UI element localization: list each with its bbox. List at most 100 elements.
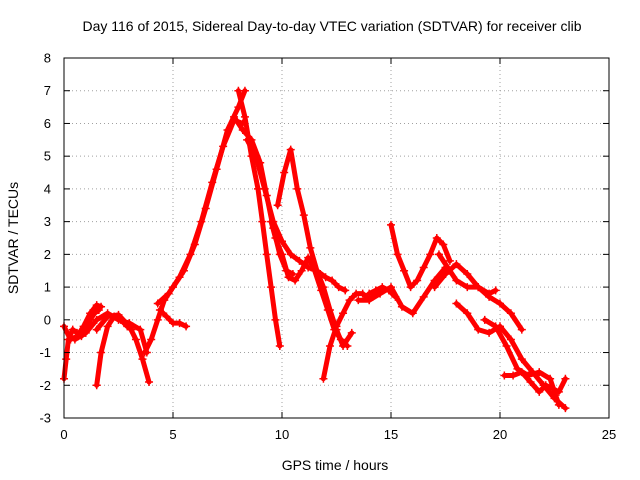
data-point xyxy=(312,266,321,275)
data-point xyxy=(262,250,271,259)
data-point xyxy=(197,217,206,226)
y-tick-label: 4 xyxy=(44,181,51,196)
data-point xyxy=(92,301,101,310)
data-point xyxy=(182,322,191,331)
data-point xyxy=(186,250,195,259)
data-point xyxy=(345,296,354,305)
data-point xyxy=(463,283,472,292)
data-point xyxy=(103,322,112,331)
data-point xyxy=(546,374,555,383)
data-point xyxy=(561,404,570,413)
data-point xyxy=(517,368,526,377)
data-point xyxy=(391,292,400,301)
x-tick-label: 15 xyxy=(384,427,398,442)
data-point xyxy=(271,234,280,242)
data-point xyxy=(325,306,334,314)
data-point xyxy=(517,355,526,364)
data-point xyxy=(500,371,509,380)
data-point xyxy=(251,152,260,161)
data-point xyxy=(68,325,77,334)
data-point xyxy=(554,387,563,396)
data-point xyxy=(413,276,422,285)
y-tick-label: 2 xyxy=(44,247,51,262)
data-point xyxy=(267,283,276,292)
data-point xyxy=(79,322,88,331)
data-point xyxy=(378,283,387,292)
data-point xyxy=(397,302,406,311)
y-tick-label: 8 xyxy=(44,51,51,66)
data-point xyxy=(393,250,402,259)
data-point xyxy=(443,263,452,272)
data-point xyxy=(145,378,154,386)
y-tick-label: 5 xyxy=(44,149,51,164)
x-tick-label: 25 xyxy=(602,427,616,442)
data-point xyxy=(278,250,286,259)
data-point xyxy=(506,335,515,344)
data-point xyxy=(441,270,450,278)
data-point xyxy=(517,325,526,334)
data-point xyxy=(155,306,164,314)
data-point xyxy=(243,135,252,144)
data-point xyxy=(293,184,302,193)
data-point xyxy=(271,315,280,324)
y-tick-label: -2 xyxy=(39,378,51,393)
y-tick-label: 0 xyxy=(44,312,51,327)
data-point xyxy=(365,289,374,298)
plot-frame xyxy=(63,57,610,419)
data-point xyxy=(452,299,461,308)
data-point xyxy=(234,86,243,95)
data-point xyxy=(334,283,343,292)
data-point xyxy=(554,400,563,409)
data-series xyxy=(60,86,570,413)
data-point xyxy=(347,328,356,337)
data-point xyxy=(97,302,106,311)
data-point xyxy=(286,250,295,259)
data-point xyxy=(452,260,461,269)
data-point xyxy=(238,126,247,134)
data-point xyxy=(463,270,472,278)
data-point xyxy=(92,325,101,334)
series-arc-17 xyxy=(388,222,453,290)
data-point xyxy=(332,322,341,331)
data-point xyxy=(474,325,483,334)
data-point xyxy=(400,266,409,275)
data-point xyxy=(240,112,249,121)
data-point xyxy=(273,201,282,210)
data-point xyxy=(153,315,162,324)
data-point xyxy=(125,322,134,331)
x-axis-label: GPS time / hours xyxy=(282,457,389,473)
data-point xyxy=(535,387,544,396)
data-point xyxy=(419,263,428,272)
data-point xyxy=(463,309,472,318)
data-point xyxy=(406,283,415,292)
data-point xyxy=(208,178,217,187)
data-point xyxy=(136,325,145,334)
data-point xyxy=(325,342,334,350)
data-point xyxy=(131,335,140,344)
data-point xyxy=(328,276,337,285)
x-tick-label: 0 xyxy=(60,427,67,442)
series-arc-7 xyxy=(155,117,246,306)
series-arc-13 xyxy=(275,147,355,349)
axis-ticks: 0 5 10 15 20 25 -3 -2 -1 0 1 2 3 4 5 6 7 8 xyxy=(39,51,616,443)
data-point xyxy=(258,217,267,226)
data-point xyxy=(97,348,106,357)
y-tick-label: 7 xyxy=(44,83,51,98)
data-point xyxy=(284,273,293,282)
data-point xyxy=(339,309,348,318)
data-point xyxy=(219,142,228,151)
data-point xyxy=(339,342,348,350)
data-point xyxy=(103,312,112,321)
data-point xyxy=(387,220,395,229)
data-point xyxy=(275,342,284,350)
data-point xyxy=(445,256,454,265)
data-point xyxy=(509,371,518,380)
data-point xyxy=(506,309,515,318)
data-point xyxy=(430,283,439,292)
data-point xyxy=(474,283,483,292)
data-point xyxy=(319,374,328,383)
data-point xyxy=(354,296,363,305)
data-point xyxy=(491,322,500,331)
data-point xyxy=(164,289,173,298)
data-point xyxy=(297,266,306,275)
